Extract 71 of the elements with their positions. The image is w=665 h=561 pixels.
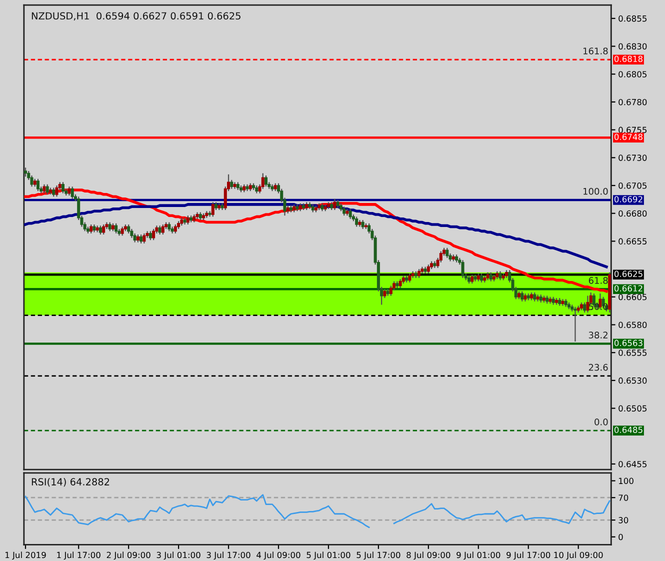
candlestick xyxy=(55,184,58,198)
candlestick xyxy=(46,184,49,195)
y-tick-label: 0.6605 xyxy=(618,294,647,300)
x-tick-label: 1 Jul 2019 xyxy=(5,552,46,560)
x-tick-label: 3 Jul 01:00 xyxy=(156,552,200,560)
ref-line-label: 0.6563 xyxy=(614,340,642,346)
y-tick-label: 0.6755 xyxy=(618,126,647,134)
y-tick-label: 0.6730 xyxy=(618,154,647,161)
candlestick xyxy=(586,295,590,314)
y-tick-label: 0.6505 xyxy=(618,405,647,412)
candlestick xyxy=(161,224,164,236)
y-tick-label: 100 xyxy=(618,478,634,484)
candlestick xyxy=(446,247,449,258)
y-tick-label: 0.6705 xyxy=(618,182,647,189)
text: NZDUSD,H1 0.6594 0.6627 0.6591 0.6625 xyxy=(32,12,240,21)
candlestick xyxy=(583,302,586,314)
candlestick xyxy=(114,222,118,234)
candlestick xyxy=(520,290,524,302)
candlestick xyxy=(30,174,34,188)
ref-line-label: 0.6748 xyxy=(614,134,642,140)
y-tick-label: 0.6455 xyxy=(618,460,647,468)
x-tick-label: 5 Jul 17:00 xyxy=(356,552,400,560)
annotation: 23.6 xyxy=(588,364,608,371)
y-tick-label: 0.6830 xyxy=(618,43,647,50)
annotation: 0.0 xyxy=(594,418,608,426)
x-tick-label: 1 Jul 17:00 xyxy=(57,552,100,560)
candlestick xyxy=(389,285,392,296)
candlestick xyxy=(264,174,268,188)
ref-line-label: 0.6818 xyxy=(614,56,642,62)
x-tick-label: 9 Jul 17:00 xyxy=(506,552,550,560)
candlestick xyxy=(102,224,106,236)
y-tick-label: 0.6855 xyxy=(618,15,647,22)
x-tick-label: 9 Jul 01:00 xyxy=(456,552,500,560)
candlestick xyxy=(36,178,40,192)
y-tick-label: 30 xyxy=(618,517,628,524)
x-tick-label: 3 Jul 17:00 xyxy=(206,552,250,560)
y-tick-label: 0.6780 xyxy=(618,98,647,106)
x-tick-label: 2 Jul 09:00 xyxy=(106,552,150,560)
x-tick-label: 8 Jul 09:00 xyxy=(406,552,450,560)
candlestick xyxy=(61,182,64,194)
candlestick xyxy=(152,228,156,241)
annotation: 50.0 xyxy=(588,303,608,310)
chart-title: RSI(14) 64.2882 xyxy=(32,478,110,487)
ref-line-label: 0.6485 xyxy=(614,426,642,433)
annotation: 161.8 xyxy=(584,48,608,54)
y-tick-label: 0.6805 xyxy=(618,71,647,78)
y-tick-label: 0.6680 xyxy=(618,210,647,217)
y-tick-label: 0.6580 xyxy=(618,322,647,328)
y-tick-label: 0.6655 xyxy=(618,238,647,244)
y-tick-label: 0.6530 xyxy=(618,377,647,384)
candlestick xyxy=(333,198,336,211)
candlestick xyxy=(461,260,464,279)
ref-line-label: 0.6612 xyxy=(614,285,642,292)
candlestick xyxy=(574,306,577,342)
candlestick xyxy=(261,172,264,190)
candlestick xyxy=(355,216,358,228)
candlestick xyxy=(142,232,146,244)
annotation: 100.0 xyxy=(584,188,608,195)
x-tick-label: 4 Jul 09:00 xyxy=(256,552,300,560)
y-tick-label: 70 xyxy=(618,494,628,501)
ref-line-label: 0.6625 xyxy=(614,270,642,278)
candlestick xyxy=(211,202,214,218)
y-tick-label: 0.6555 xyxy=(618,350,647,356)
ref-line-label: 0.6692 xyxy=(614,196,642,202)
y-tick-label: 0 xyxy=(618,534,623,540)
annotation: 61.8 xyxy=(588,277,608,284)
candlestick xyxy=(348,208,352,220)
x-tick-label: 10 Jul 09:00 xyxy=(554,552,603,560)
candlestick xyxy=(70,186,74,200)
annotation: 38.2 xyxy=(588,332,608,338)
x-tick-label: 5 Jul 01:00 xyxy=(306,552,350,560)
